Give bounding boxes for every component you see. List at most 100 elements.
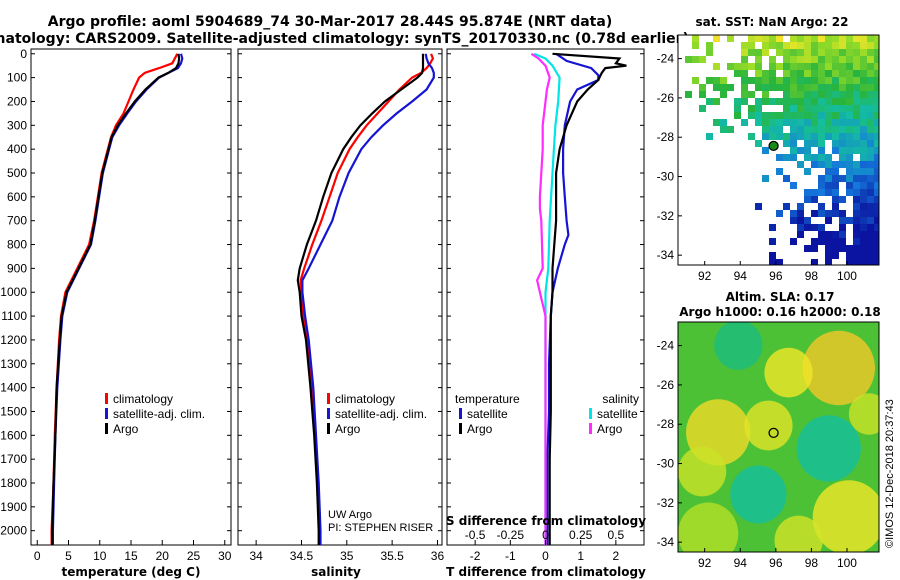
sst-cell — [874, 133, 879, 140]
sst-cell — [846, 119, 853, 126]
sst-cell — [853, 182, 860, 189]
sst-cell — [860, 112, 867, 119]
sla-lon-label: 96 — [769, 556, 783, 570]
sst-cell — [776, 63, 783, 70]
sst-cell — [825, 91, 832, 98]
salinity-tick-label: 34.5 — [290, 549, 314, 563]
sst-cell — [874, 126, 879, 133]
sst-cell — [832, 105, 839, 112]
sst-cell — [860, 245, 867, 252]
sst-cell — [769, 56, 776, 63]
legend-swatch-sal-argo — [589, 423, 592, 434]
depth-tick-label: 300 — [7, 118, 27, 132]
sst-cell — [860, 182, 867, 189]
sst-cell — [720, 126, 727, 133]
legend-sal-satellite: satellite — [597, 407, 638, 421]
sst-cell — [867, 203, 874, 210]
legend-label-climatology: climatology — [335, 392, 395, 406]
sst-cell — [755, 105, 762, 112]
sst-cell — [762, 91, 769, 98]
sst-cell — [839, 245, 846, 252]
depth-tick-label: 2000 — [0, 524, 27, 538]
sst-cell — [804, 224, 811, 231]
sst-cell — [769, 252, 776, 259]
sst-cell — [762, 126, 769, 133]
sst-cell — [825, 70, 832, 77]
sla-title-2: Argo h1000: 0.16 h2000: 0.18 — [679, 305, 880, 319]
sst-lat-label: -30 — [657, 170, 675, 184]
sst-cell — [825, 175, 832, 182]
sst-cell — [818, 126, 825, 133]
s-difference-tick-label: -0.25 — [497, 528, 525, 542]
sst-cell — [755, 49, 762, 56]
sla-blob — [744, 400, 793, 451]
sst-cell — [762, 119, 769, 126]
sst-cell — [748, 112, 755, 119]
depth-tick-label: 1400 — [0, 381, 27, 395]
sst-cell — [832, 98, 839, 105]
sla-lat-label: -34 — [657, 535, 675, 549]
legend-swatch-argo — [327, 423, 330, 434]
sst-title: sat. SST: NaN Argo: 22 — [695, 15, 848, 29]
sst-cell — [776, 77, 783, 84]
series-salinity-argo — [530, 52, 551, 545]
sst-cell — [769, 224, 776, 231]
sst-cell — [853, 56, 860, 63]
sst-cell — [867, 105, 874, 112]
sst-cell — [846, 133, 853, 140]
sst-cell — [811, 105, 818, 112]
sst-cell — [839, 112, 846, 119]
sst-cell — [846, 154, 853, 161]
sst-lon-label: 94 — [734, 269, 748, 283]
sst-cell — [874, 189, 879, 196]
sst-cell — [839, 98, 846, 105]
sst-cell — [825, 217, 832, 224]
sst-cell — [776, 168, 783, 175]
difference-tick-label: 0 — [542, 549, 549, 563]
sst-cell — [804, 133, 811, 140]
sst-cell — [867, 168, 874, 175]
sst-cell — [797, 35, 804, 42]
sst-cell — [783, 70, 790, 77]
sst-cell — [699, 105, 706, 112]
salinity-tick-label: 35.5 — [380, 549, 404, 563]
sst-cell — [769, 42, 776, 49]
sst-cell — [874, 35, 879, 42]
title-line-2: Climatology: CARS2009. Satellite-adjuste… — [0, 31, 689, 47]
sst-cell — [853, 63, 860, 70]
sst-cell — [825, 161, 832, 168]
sst-cell — [846, 259, 853, 265]
sst-cell — [832, 245, 839, 252]
sst-cell — [860, 35, 867, 42]
sst-cell — [839, 126, 846, 133]
sst-cell — [692, 35, 699, 42]
sst-cell — [762, 49, 769, 56]
sst-cell — [825, 245, 832, 252]
sst-cell — [832, 168, 839, 175]
sst-cell — [776, 259, 783, 265]
sst-cell — [874, 91, 879, 98]
sst-cell — [825, 182, 832, 189]
sst-cell — [811, 133, 818, 140]
sst-cell — [776, 133, 783, 140]
sst-cell — [769, 238, 776, 245]
sst-cell — [804, 35, 811, 42]
sst-cell — [860, 105, 867, 112]
depth-tick-label: 1200 — [0, 333, 27, 347]
sst-cell — [741, 56, 748, 63]
sst-cell — [755, 98, 762, 105]
sst-cell — [818, 231, 825, 238]
sst-cell — [874, 84, 879, 91]
difference-chart: -2 -1 0 1 2 -0.5 -0.25 0 0.25 0.5 — [465, 52, 627, 563]
sst-lat-label: -28 — [657, 130, 675, 144]
sst-cell — [811, 189, 818, 196]
sst-cell — [825, 119, 832, 126]
sst-cell — [874, 168, 879, 175]
difference-legend: temperature satellite Argo salinity sate… — [455, 392, 639, 436]
sst-cell — [832, 63, 839, 70]
sst-cell — [818, 238, 825, 245]
sst-cell — [797, 42, 804, 49]
sst-cell — [839, 119, 846, 126]
sst-cell — [853, 196, 860, 203]
sst-cell — [867, 161, 874, 168]
